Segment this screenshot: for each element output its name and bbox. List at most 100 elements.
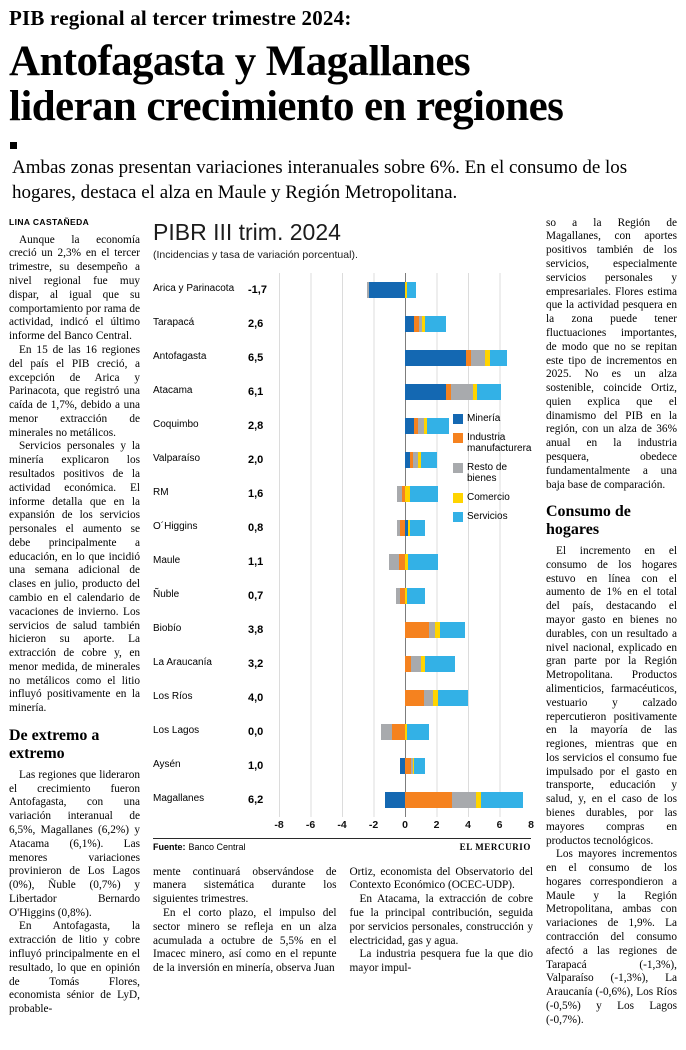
chart-region-label: Ñuble bbox=[153, 589, 180, 601]
chart-x-ticks: -8 -6 -4 -2 0 2 4 6 8 bbox=[274, 817, 534, 834]
chart-title: PIBR III trim. 2024 bbox=[153, 218, 341, 245]
chart-region-label: Atacama bbox=[153, 385, 193, 397]
paragraph: Los mayores incrementos en el consumo de… bbox=[546, 848, 677, 1026]
bar-segment-servicios bbox=[425, 655, 456, 672]
bar-segment-comercio bbox=[405, 723, 407, 740]
column-mid-2: Ortiz, economista del Observatorio del C… bbox=[350, 866, 534, 976]
bar-segment-miner-a bbox=[405, 519, 409, 536]
bar-segment-industria-manufacturera bbox=[398, 553, 405, 570]
bar-segment-resto-de-bienes bbox=[417, 417, 424, 434]
legend-swatch-comercio bbox=[453, 492, 463, 503]
bar-segment-resto-de-bienes bbox=[381, 723, 393, 740]
publisher-credit: EL MERCURIO bbox=[459, 841, 531, 852]
paragraph: Las regiones que lideraron el crecimient… bbox=[9, 768, 140, 919]
paragraph: En Antofagasta, la extracción de litio y… bbox=[9, 920, 140, 1016]
gdp-regional-chart: PIBR III trim. 2024 (Incidencias y tasa … bbox=[153, 218, 534, 852]
x-tick-label: -6 bbox=[305, 818, 316, 831]
bar-segment-industria-manufacturera bbox=[405, 689, 424, 706]
bar-segment-miner-a bbox=[405, 383, 446, 400]
left-paragraphs-2: Las regiones que lideraron el crecimient… bbox=[9, 769, 140, 1017]
chart-row: Valparaíso 2,0 bbox=[153, 442, 531, 477]
chart-region-label: Los Lagos bbox=[153, 725, 200, 737]
legend-label: Comercio bbox=[467, 491, 510, 503]
bar-segment-servicios bbox=[409, 485, 439, 502]
bar-segment-comercio bbox=[405, 485, 410, 502]
bar-segment-servicios bbox=[406, 587, 426, 604]
bar-segment-comercio bbox=[417, 451, 421, 468]
bar-segment-resto-de-bienes bbox=[395, 587, 401, 604]
bar-segment-servicios bbox=[406, 281, 416, 298]
bar-segment-resto-de-bienes bbox=[389, 553, 399, 570]
bar-segment-servicios bbox=[409, 519, 426, 536]
chart-region-label: La Araucanía bbox=[153, 657, 212, 669]
bar-segment-resto-de-bienes bbox=[419, 315, 423, 332]
legend-swatch-industria-manufacturera bbox=[453, 432, 463, 443]
x-tick-label: 4 bbox=[465, 818, 471, 831]
chart-subtitle: (Incidencias y tasa de variación porcent… bbox=[153, 248, 358, 261]
bar-segment-resto-de-bienes bbox=[452, 791, 476, 808]
chart-source-name: Banco Central bbox=[188, 841, 246, 852]
chart-region-label: Tarapacá bbox=[153, 317, 195, 329]
chart-region-plot bbox=[279, 476, 531, 511]
kicker: PIB regional al tercer trimestre 2024: bbox=[9, 6, 352, 30]
chart-region-value: 3,8 bbox=[248, 623, 264, 636]
paragraph: En el corto plazo, el impulso del sector… bbox=[153, 907, 337, 975]
x-tick-label: 2 bbox=[433, 818, 440, 831]
bar-segment-resto-de-bienes bbox=[397, 485, 402, 502]
bar-segment-miner-a bbox=[400, 757, 405, 774]
legend-swatch-servicios bbox=[453, 511, 463, 522]
chart-region-label: Valparaíso bbox=[153, 453, 201, 465]
headline-line-2: lideran crecimiento en regiones bbox=[9, 82, 564, 130]
section-head-extremo: De extremo a extremo bbox=[9, 727, 100, 762]
bar-segment-resto-de-bienes bbox=[423, 689, 434, 706]
headline-line-1: Antofagasta y Magallanes bbox=[9, 38, 471, 85]
bar-segment-comercio bbox=[475, 791, 481, 808]
x-tick-label: -2 bbox=[368, 818, 379, 831]
left-paragraphs: Aunque la economía creció un 2,3% en el … bbox=[9, 234, 140, 716]
chart-row: RM 1,6 bbox=[153, 476, 531, 511]
legend-swatch-resto-de-bienes bbox=[453, 462, 463, 473]
bar-segment-industria-manufacturera bbox=[405, 621, 429, 638]
chart-region-plot bbox=[279, 272, 531, 307]
bar-segment-comercio bbox=[405, 587, 407, 604]
legend-swatch-miner-a bbox=[453, 413, 463, 424]
column-mid-1: mente continuará observándose de manera … bbox=[153, 866, 337, 976]
paragraph: mente continuará observándose de manera … bbox=[153, 865, 337, 906]
legend-label: Servicios bbox=[467, 510, 508, 522]
bar-segment-resto-de-bienes bbox=[471, 349, 486, 366]
legend-label: Minería bbox=[467, 412, 501, 424]
chart-region-label: Antofagasta bbox=[153, 351, 207, 363]
chart-rows: Arica y Parinacota -1,7 Tarapacá 2,6 Antofag… bbox=[153, 272, 531, 817]
chart-region-label: Coquimbo bbox=[153, 419, 199, 431]
bar-segment-industria-manufacturera bbox=[401, 485, 405, 502]
chart-region-plot bbox=[279, 748, 531, 783]
paragraph: El incremento en el consumo de los hogar… bbox=[546, 545, 677, 847]
bar-segment-resto-de-bienes bbox=[367, 281, 369, 298]
x-axis-spacer bbox=[153, 817, 248, 834]
bar-segment-industria-manufacturera bbox=[445, 383, 451, 400]
bar-segment-comercio bbox=[408, 519, 410, 536]
right-paragraphs-2: El incremento en el consumo de los hogar… bbox=[546, 545, 677, 1027]
legend-item-miner-a: Minería bbox=[453, 413, 531, 424]
bar-segment-comercio bbox=[420, 655, 426, 672]
chart-row: Los Lagos 0,0 bbox=[153, 714, 531, 749]
x-tick-label: -8 bbox=[274, 818, 284, 831]
chart-region-plot bbox=[279, 680, 531, 715]
bar-segment-resto-de-bienes bbox=[428, 621, 435, 638]
deck-bullet-square bbox=[10, 142, 17, 150]
chart-region-plot bbox=[279, 714, 531, 749]
article-body: LINA CASTAÑEDA Aunque la economía creció… bbox=[9, 217, 677, 1028]
bar-segment-servicios bbox=[425, 315, 446, 332]
chart-region-value: 0,8 bbox=[248, 521, 264, 534]
chart-region-plot bbox=[279, 408, 531, 443]
chart-row: Arica y Parinacota -1,7 bbox=[153, 272, 531, 307]
x-tick-label: 8 bbox=[528, 818, 534, 831]
bar-segment-servicios bbox=[477, 383, 502, 400]
paragraph: La industria pesquera fue la que dio may… bbox=[349, 948, 534, 975]
chart-region-label: Los Ríos bbox=[153, 691, 193, 703]
bar-segment-industria-manufacturera bbox=[405, 757, 412, 774]
chart-region-plot bbox=[279, 510, 531, 545]
chart-region-value: 6,1 bbox=[248, 385, 264, 398]
column-middle: PIBR III trim. 2024 (Incidencias y tasa … bbox=[153, 217, 534, 1028]
x-tick-label: 6 bbox=[496, 818, 503, 831]
